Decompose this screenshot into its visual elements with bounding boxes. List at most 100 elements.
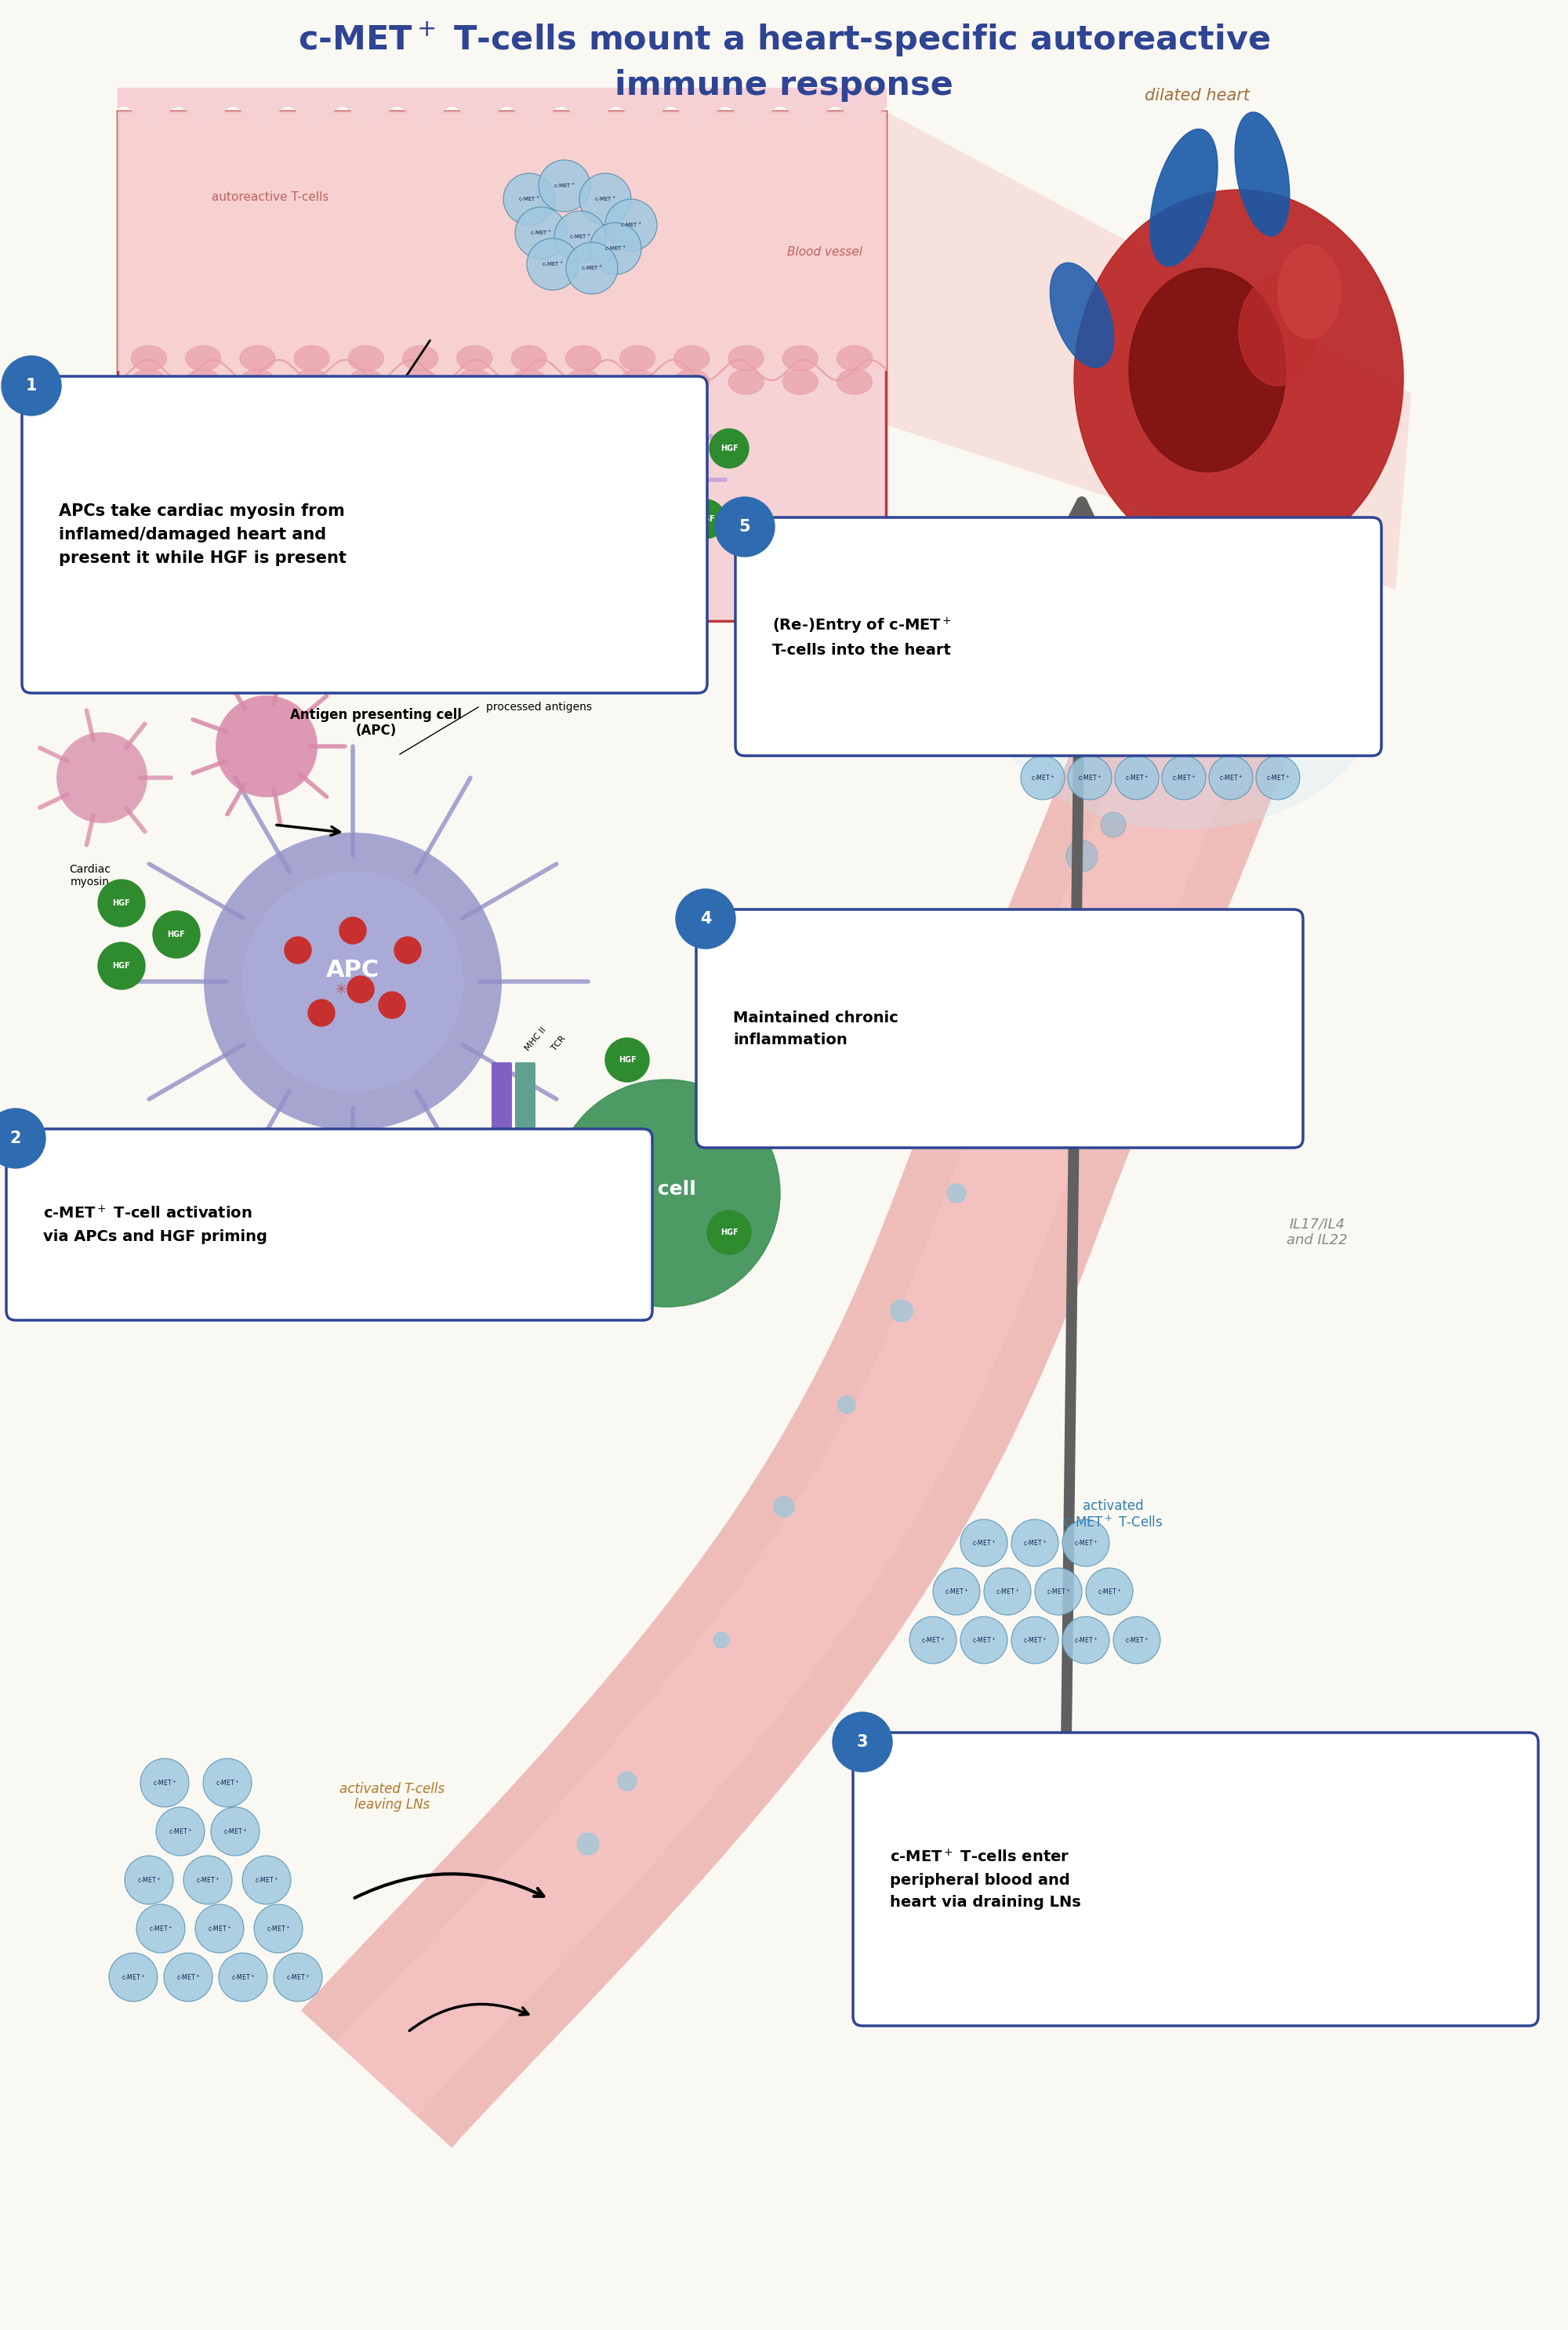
FancyBboxPatch shape bbox=[499, 1172, 508, 1226]
Polygon shape bbox=[336, 704, 1243, 2116]
Circle shape bbox=[367, 510, 376, 522]
Circle shape bbox=[521, 1242, 541, 1263]
FancyBboxPatch shape bbox=[516, 1165, 525, 1214]
Text: c-MET$^+$: c-MET$^+$ bbox=[569, 233, 591, 240]
Circle shape bbox=[136, 1904, 185, 1953]
Circle shape bbox=[379, 993, 405, 1018]
Circle shape bbox=[618, 1771, 637, 1792]
Circle shape bbox=[307, 1000, 334, 1025]
Circle shape bbox=[602, 431, 699, 529]
Circle shape bbox=[502, 1233, 524, 1254]
Ellipse shape bbox=[403, 368, 437, 394]
FancyBboxPatch shape bbox=[489, 1165, 499, 1219]
Circle shape bbox=[1185, 708, 1229, 753]
Circle shape bbox=[723, 1069, 767, 1114]
Circle shape bbox=[486, 1223, 505, 1244]
Circle shape bbox=[713, 1633, 729, 1647]
Text: (Re-)Entry of c-MET$^+$
T-cells into the heart: (Re-)Entry of c-MET$^+$ T-cells into the… bbox=[771, 615, 952, 657]
Circle shape bbox=[204, 1759, 251, 1808]
Circle shape bbox=[216, 694, 317, 797]
Text: c-MET$^+$: c-MET$^+$ bbox=[1030, 774, 1055, 783]
FancyBboxPatch shape bbox=[409, 508, 641, 615]
Ellipse shape bbox=[240, 345, 274, 370]
Text: c-MET$^+$: c-MET$^+$ bbox=[1242, 631, 1267, 641]
Text: c-MET$^+$: c-MET$^+$ bbox=[1124, 774, 1149, 783]
Circle shape bbox=[372, 499, 381, 508]
Text: c-MET$^+$: c-MET$^+$ bbox=[1195, 631, 1220, 641]
Polygon shape bbox=[886, 112, 1411, 589]
Text: ✳: ✳ bbox=[334, 981, 348, 997]
Ellipse shape bbox=[132, 368, 166, 394]
Text: c-MET$^+$: c-MET$^+$ bbox=[1124, 1636, 1149, 1645]
FancyBboxPatch shape bbox=[470, 1149, 480, 1202]
Circle shape bbox=[710, 429, 750, 468]
Text: c-MET$^+$: c-MET$^+$ bbox=[1054, 727, 1079, 736]
Ellipse shape bbox=[782, 345, 818, 370]
Text: Antigen presenting cell
(APC): Antigen presenting cell (APC) bbox=[290, 708, 463, 739]
Circle shape bbox=[552, 1079, 781, 1307]
FancyBboxPatch shape bbox=[497, 1153, 506, 1202]
Circle shape bbox=[2, 356, 61, 415]
Ellipse shape bbox=[1051, 263, 1113, 368]
Text: c-MET$^+$: c-MET$^+$ bbox=[1148, 727, 1173, 736]
Text: autoreactive T-cells: autoreactive T-cells bbox=[212, 191, 329, 203]
Text: c-MET$^+$: c-MET$^+$ bbox=[152, 1778, 177, 1787]
Circle shape bbox=[183, 1855, 232, 1904]
Text: c-MET$^+$: c-MET$^+$ bbox=[215, 1778, 240, 1787]
Text: c-Met: c-Met bbox=[549, 1251, 586, 1263]
Text: c-MET$^+$ T-cells mount a heart-specific autoreactive
immune response: c-MET$^+$ T-cells mount a heart-specific… bbox=[298, 21, 1270, 103]
Circle shape bbox=[328, 485, 339, 496]
Ellipse shape bbox=[295, 345, 329, 370]
Circle shape bbox=[285, 937, 310, 965]
Text: APCs: APCs bbox=[643, 389, 674, 398]
Ellipse shape bbox=[619, 368, 655, 394]
Circle shape bbox=[340, 515, 351, 527]
Text: c-MET$^+$ T-cells enter
peripheral blood and
heart via draining LNs: c-MET$^+$ T-cells enter peripheral blood… bbox=[891, 1850, 1080, 1911]
Ellipse shape bbox=[240, 368, 274, 394]
Circle shape bbox=[1138, 615, 1182, 659]
Circle shape bbox=[0, 1109, 45, 1167]
Circle shape bbox=[503, 172, 555, 226]
Ellipse shape bbox=[185, 345, 221, 370]
Text: c-MET$^+$: c-MET$^+$ bbox=[1265, 774, 1290, 783]
Circle shape bbox=[837, 1396, 856, 1414]
Circle shape bbox=[1256, 755, 1300, 799]
Text: c-MET$^+$: c-MET$^+$ bbox=[1046, 1587, 1071, 1596]
Circle shape bbox=[555, 212, 605, 263]
Circle shape bbox=[931, 1051, 950, 1069]
Text: c-MET$^+$: c-MET$^+$ bbox=[1074, 1538, 1098, 1547]
Text: c-MET$^+$: c-MET$^+$ bbox=[554, 182, 575, 189]
Text: c-MET$^+$: c-MET$^+$ bbox=[594, 196, 616, 203]
Circle shape bbox=[204, 832, 502, 1130]
Circle shape bbox=[1162, 755, 1206, 799]
FancyBboxPatch shape bbox=[506, 1160, 516, 1209]
Text: c-MET$^+$: c-MET$^+$ bbox=[1074, 1636, 1098, 1645]
Text: c-MET$^+$: c-MET$^+$ bbox=[920, 1636, 946, 1645]
Circle shape bbox=[1022, 923, 1047, 946]
Circle shape bbox=[524, 538, 571, 585]
Ellipse shape bbox=[348, 345, 384, 370]
Ellipse shape bbox=[729, 345, 764, 370]
Circle shape bbox=[1011, 1617, 1058, 1664]
Circle shape bbox=[1232, 708, 1276, 753]
Ellipse shape bbox=[782, 368, 818, 394]
Circle shape bbox=[154, 911, 201, 958]
Circle shape bbox=[56, 732, 147, 822]
Text: c-MET$^+$: c-MET$^+$ bbox=[1022, 1636, 1047, 1645]
Circle shape bbox=[966, 983, 994, 1011]
Circle shape bbox=[933, 1568, 980, 1615]
Circle shape bbox=[985, 1568, 1032, 1615]
Text: HGF: HGF bbox=[720, 1228, 739, 1237]
Circle shape bbox=[1091, 708, 1135, 753]
Text: c-MET$^+$: c-MET$^+$ bbox=[168, 1827, 193, 1836]
Circle shape bbox=[1113, 1617, 1160, 1664]
Text: 3: 3 bbox=[856, 1734, 869, 1750]
Text: HGF: HGF bbox=[113, 899, 130, 906]
Text: HGF: HGF bbox=[113, 962, 130, 969]
Polygon shape bbox=[301, 685, 1287, 2148]
Text: c-MET$^+$: c-MET$^+$ bbox=[285, 1974, 310, 1983]
Ellipse shape bbox=[132, 345, 166, 370]
Circle shape bbox=[1115, 662, 1159, 706]
Circle shape bbox=[566, 242, 618, 294]
Circle shape bbox=[354, 480, 364, 492]
